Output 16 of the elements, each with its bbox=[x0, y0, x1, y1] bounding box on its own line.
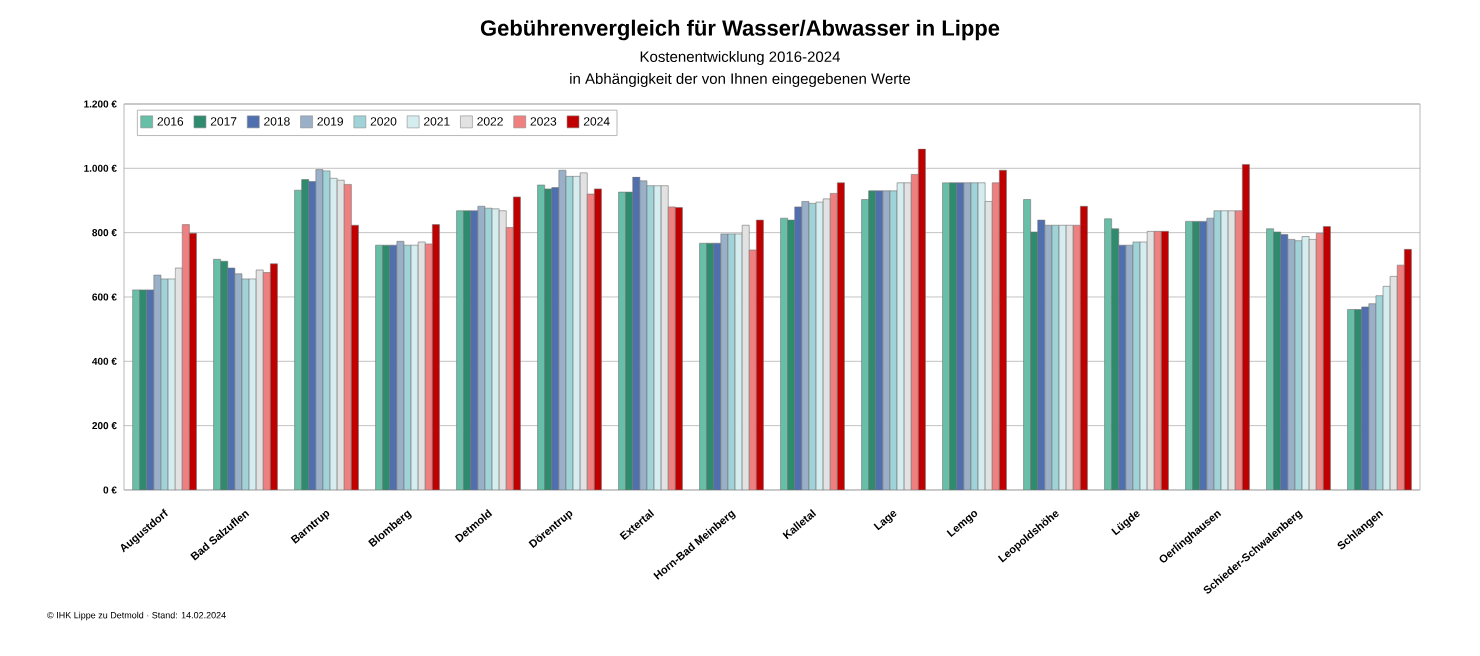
chart-title: Gebührenvergleich für Wasser/Abwasser in Lippe bbox=[480, 19, 1000, 41]
bar bbox=[837, 182, 845, 490]
bar bbox=[432, 224, 440, 490]
bar bbox=[1161, 231, 1169, 490]
bar bbox=[189, 232, 197, 490]
bar bbox=[270, 263, 278, 490]
bar bbox=[513, 196, 521, 490]
bar bbox=[1242, 164, 1250, 490]
bar bbox=[756, 219, 764, 490]
bar bbox=[999, 169, 1007, 490]
bar bbox=[594, 188, 602, 490]
bar bbox=[1404, 249, 1412, 490]
bar bbox=[1080, 205, 1088, 490]
bar bbox=[918, 148, 926, 490]
bar bbox=[1323, 226, 1331, 490]
bar bbox=[675, 207, 683, 490]
